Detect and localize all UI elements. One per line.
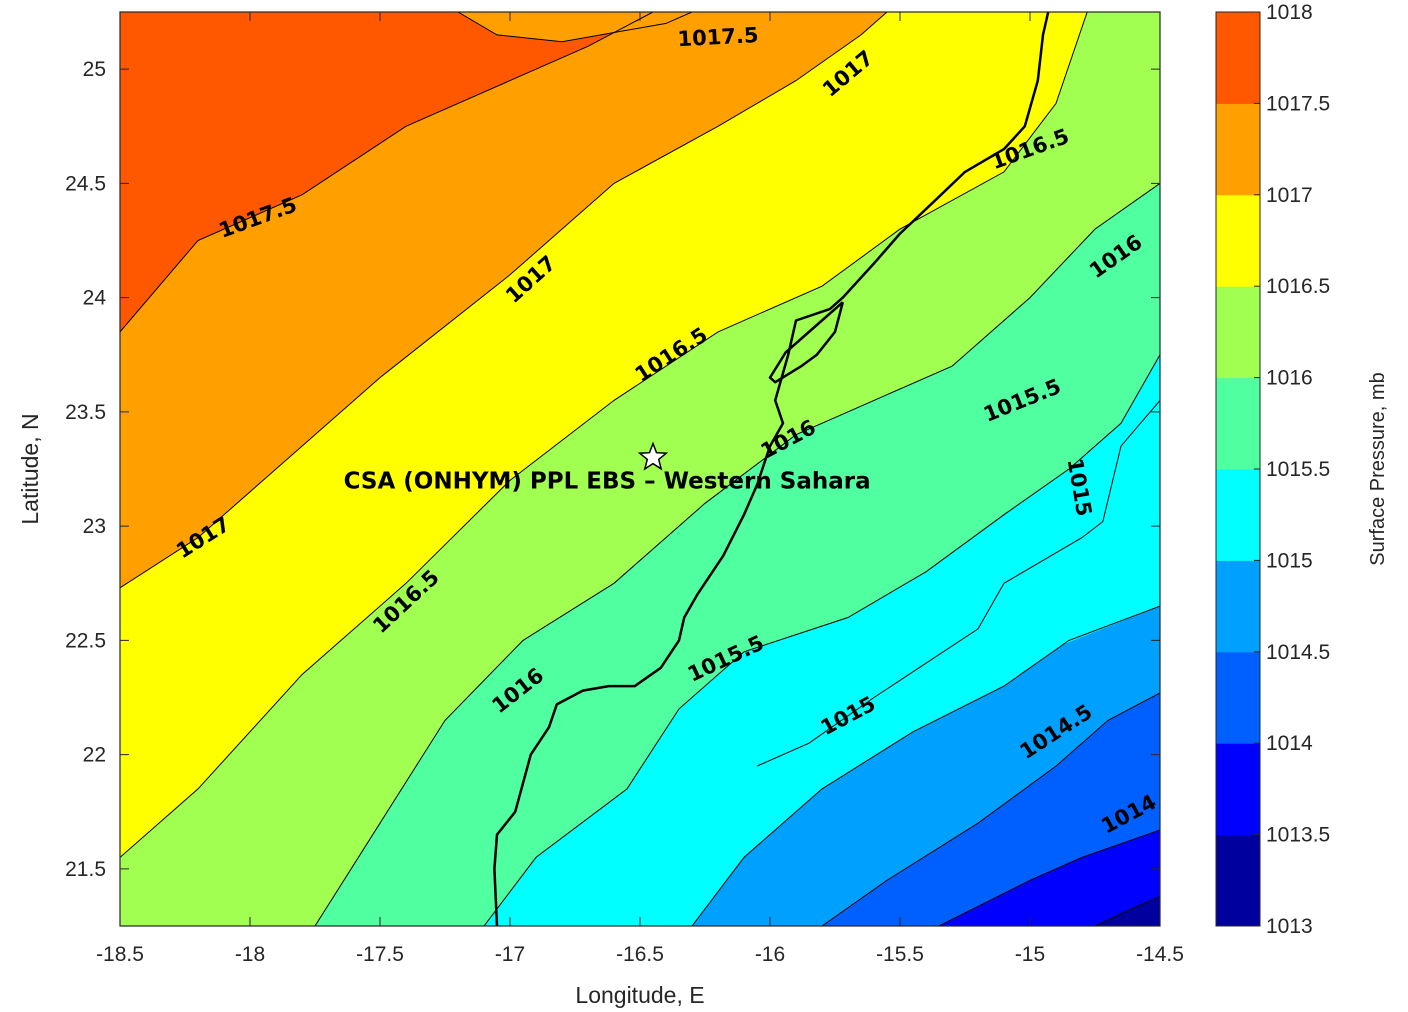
colorbar-swatch [1216, 377, 1260, 470]
plot-area: 1017.51017.51017101710171016.51016.51016… [120, 12, 1160, 926]
colorbar: 1013 1013.5 1014 1014.5 1015 1015.5 1016 1016.5… [1215, 1, 1330, 938]
colorbar-tick-label: 1018 [1266, 1, 1313, 24]
y-tick-label: 21.5 [65, 858, 106, 881]
star-icon [637, 441, 669, 471]
site-annotation: CSA (ONHYM) PPL EBS – Western Sahara [344, 468, 871, 494]
colorbar-swatch [1216, 194, 1260, 287]
contour-line-1016-5 [120, 12, 1088, 858]
colorbar-tick-label: 1014.5 [1266, 641, 1330, 664]
y-tick-label: 24.5 [65, 172, 106, 195]
colorbar-tick-label: 1013 [1266, 915, 1313, 938]
y-tick-label: 23.5 [65, 401, 106, 424]
x-tick-label: -14.5 [1136, 943, 1184, 966]
peninsula-path [768, 301, 845, 384]
colorbar-tick-label: 1015.5 [1266, 458, 1330, 481]
y-tick-label: 25 [83, 58, 106, 81]
colorbar-title: Surface Pressure, mb [1367, 372, 1389, 565]
contour-line-1017 [120, 12, 888, 589]
band-1015-lobe [757, 400, 1160, 789]
contour-line-1015 [756, 400, 1160, 767]
colorbar-swatch [1216, 103, 1260, 196]
x-tick-label: -16 [755, 943, 785, 966]
contour-line-1017-5 [457, 12, 693, 43]
colorbar-swatch [1216, 651, 1260, 744]
y-axis: 21.5 22 22.5 23 23.5 24 24.5 25 [65, 58, 1160, 881]
contour-line-1014-5 [821, 692, 1160, 926]
contour-line-1015-5 [483, 354, 1160, 926]
band-1017-pocket [458, 12, 692, 42]
colorbar-swatch [1216, 834, 1260, 927]
contour-line-1013-5 [1094, 895, 1160, 926]
band-1013-5 [939, 830, 1160, 926]
contour-line-1017-5 [120, 12, 654, 333]
colorbar-swatch [1216, 560, 1260, 653]
coastline-path [493, 12, 1050, 926]
colorbar-swatch [1216, 286, 1260, 379]
y-axis-title: Latitude, N [17, 413, 43, 524]
site-marker [637, 441, 669, 471]
colorbar-swatch [1216, 743, 1260, 836]
colorbar-tick-label: 1013.5 [1266, 824, 1330, 847]
x-axis-title: Longitude, E [575, 982, 704, 1008]
colorbar-tick-label: 1016 [1266, 367, 1313, 390]
y-tick-label: 22 [83, 744, 106, 767]
x-tick-label: -17.5 [356, 943, 404, 966]
colorbar-tick-label: 1014 [1266, 732, 1313, 755]
colorbar-swatch [1216, 12, 1260, 104]
colorbar-swatch [1216, 469, 1260, 561]
pressure-bands [120, 12, 1160, 926]
contour-line-1016 [314, 182, 1160, 926]
y-tick-label: 24 [83, 287, 107, 310]
colorbar-tick-label: 1016.5 [1266, 275, 1330, 298]
y-tick-label: 22.5 [65, 629, 106, 652]
contour-line-1015 [691, 605, 1160, 926]
contour-lines [120, 12, 1160, 926]
x-tick-label: -18 [235, 943, 265, 966]
x-tick-label: -15 [1015, 943, 1045, 966]
x-tick-label: -16.5 [616, 943, 664, 966]
contour-label: 1017.5 [677, 23, 759, 51]
colorbar-tick-label: 1015 [1266, 549, 1313, 572]
colorbar-tick-label: 1017 [1266, 184, 1313, 207]
coastline [493, 12, 1050, 926]
x-tick-label: -15.5 [876, 943, 924, 966]
x-tick-label: -17 [495, 943, 525, 966]
contour-line-1014 [938, 829, 1160, 926]
x-axis: -18.5 -18 -17.5 -17 -16.5 -16 -15.5 -15 -14.5 [96, 12, 1184, 966]
x-tick-label: -18.5 [96, 943, 144, 966]
colorbar-tick-label: 1017.5 [1266, 92, 1330, 115]
y-tick-label: 23 [83, 515, 106, 538]
